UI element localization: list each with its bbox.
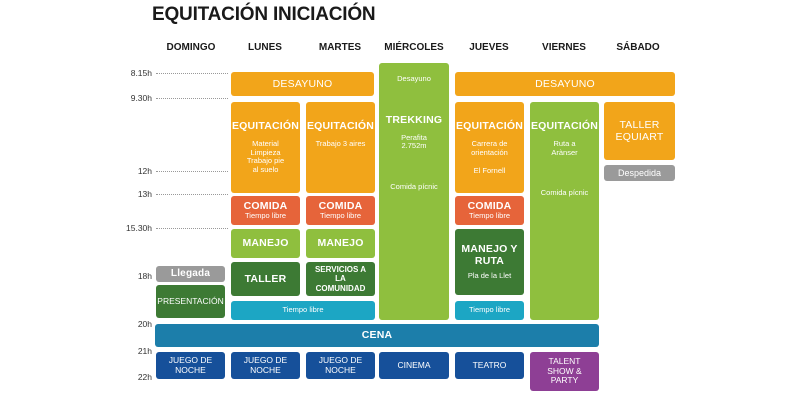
equitacion-picnic: Comida pícnic [540,188,589,198]
time-label: 13h [137,189,152,199]
manejo-ruta-title: MANEJO Y [461,243,518,256]
time-guide [156,171,228,172]
juego-noche-lunes: JUEGO DE NOCHE [231,352,300,379]
juego-line: NOCHE [325,364,356,375]
desayuno-jueves-viernes: DESAYUNO [455,72,675,96]
time-guide [156,98,228,99]
day-header-lunes: LUNES [248,42,282,53]
talent-line: PARTY [550,375,579,386]
time-label: 12h [137,166,152,176]
equitacion-detail: Carrera de [471,139,508,149]
day-header-viernes: VIERNES [542,42,586,53]
time-label: 9.30h [130,93,152,103]
time-label: 18h [137,271,152,281]
equitacion-title: EQUITACIÓN [530,120,599,132]
day-header-domingo: DOMINGO [166,42,216,53]
juego-line: JUEGO DE [243,354,288,365]
talent-line: TALENT [548,355,581,366]
cena: CENA [155,324,599,347]
time-label: 15.30h [126,223,152,233]
juego-line: JUEGO DE [168,354,213,365]
cinema: CINEMA [379,352,449,379]
tiempo-libre-lunes-martes: Tiempo libre [231,301,375,320]
juego-noche-domingo: JUEGO DE NOCHE [156,352,225,379]
trekking-miercoles: Desayuno TREKKING Perafita 2.752m Comida… [379,63,449,320]
taller-equiart-line: TALLER [619,118,660,131]
desayuno-miercoles: Desayuno [397,74,431,83]
comida-sub: Tiempo libre [320,211,361,221]
equitacion-jueves: EQUITACIÓN Carrera de orientación El For… [455,102,524,193]
equitacion-title: EQUITACIÓN [306,120,375,132]
time-label: 8.15h [130,68,152,78]
juego-line: NOCHE [250,364,281,375]
juego-line: NOCHE [175,364,206,375]
equitacion-detail: Trabajo 3 aires [315,139,366,149]
time-guide [156,73,228,74]
equitacion-detail: Arànser [551,147,578,157]
equitacion-detail: Material [252,139,279,149]
trekking-detail: 2.752m [401,141,427,151]
equitacion-detail: Limpieza [250,147,281,157]
talent-show-party: TALENT SHOW & PARTY [530,352,599,391]
equitacion-detail: al suelo [252,164,279,174]
manejo-ruta-jueves: MANEJO Y RUTA Pla de la Llet [455,229,524,295]
servicios-comunidad: SERVICIOS A LA COMUNIDAD [306,262,375,296]
equitacion-viernes: EQUITACIÓN Ruta a Arànser Comida pícnic [530,102,599,320]
equitacion-detail: Ruta a [553,139,576,149]
time-guide [156,194,228,195]
manejo-lunes: MANEJO [231,229,300,258]
page-title: EQUITACIÓN INICIACIÓN [152,4,376,25]
comida-title: COMIDA [467,200,512,213]
manejo-ruta-detail: Pla de la Llet [467,271,512,281]
teatro: TEATRO [455,352,524,379]
trekking-title: TREKKING [385,113,443,126]
comida-title: COMIDA [243,200,288,213]
comida-sub: Tiempo libre [245,211,286,221]
equitacion-detail: El Fornell [473,166,506,176]
presentacion: PRESENTACIÓN [156,285,225,318]
comida-title: COMIDA [318,200,363,213]
equitacion-detail: Trabajo pie [246,156,285,166]
manejo-ruta-title: RUTA [474,255,505,268]
equitacion-title: EQUITACIÓN [231,120,300,132]
equitacion-lunes: EQUITACIÓN Material Limpieza Trabajo pie… [231,102,300,193]
comida-sub: Tiempo libre [469,211,510,221]
servicios-line: SERVICIOS A LA [314,265,367,284]
trekking-detail: Perafita [401,132,427,142]
juego-noche-martes: JUEGO DE NOCHE [306,352,375,379]
taller-equiart: TALLER EQUIART [604,102,675,160]
taller-equiart-line: EQUIART [615,131,664,143]
time-label: 21h [137,346,152,356]
comida-lunes: COMIDA Tiempo libre [231,196,300,225]
manejo-martes: MANEJO [306,229,375,258]
trekking-picnic: Comida pícnic [390,181,438,191]
comida-martes: COMIDA Tiempo libre [306,196,375,225]
equitacion-title: EQUITACIÓN [455,120,524,132]
day-header-martes: MARTES [318,42,362,53]
time-label: 22h [137,372,152,382]
day-header-miercoles: MIÉRCOLES [384,42,444,53]
taller-lunes: TALLER [231,262,300,296]
equitacion-detail: orientación [471,147,508,157]
day-header-jueves: JUEVES [469,42,509,53]
servicios-line: COMUNIDAD [315,283,366,293]
talent-line: SHOW & [547,365,582,376]
day-header-sabado: SÁBADO [616,42,660,53]
tiempo-libre-jueves: Tiempo libre [455,301,524,320]
comida-jueves: COMIDA Tiempo libre [455,196,524,225]
despedida: Despedida [604,165,675,181]
time-label: 20h [137,319,152,329]
desayuno-lunes-martes: DESAYUNO [231,72,374,96]
time-guide [156,228,228,229]
juego-line: JUEGO DE [318,354,363,365]
llegada: Llegada [156,266,225,282]
equitacion-martes: EQUITACIÓN Trabajo 3 aires [306,102,375,193]
